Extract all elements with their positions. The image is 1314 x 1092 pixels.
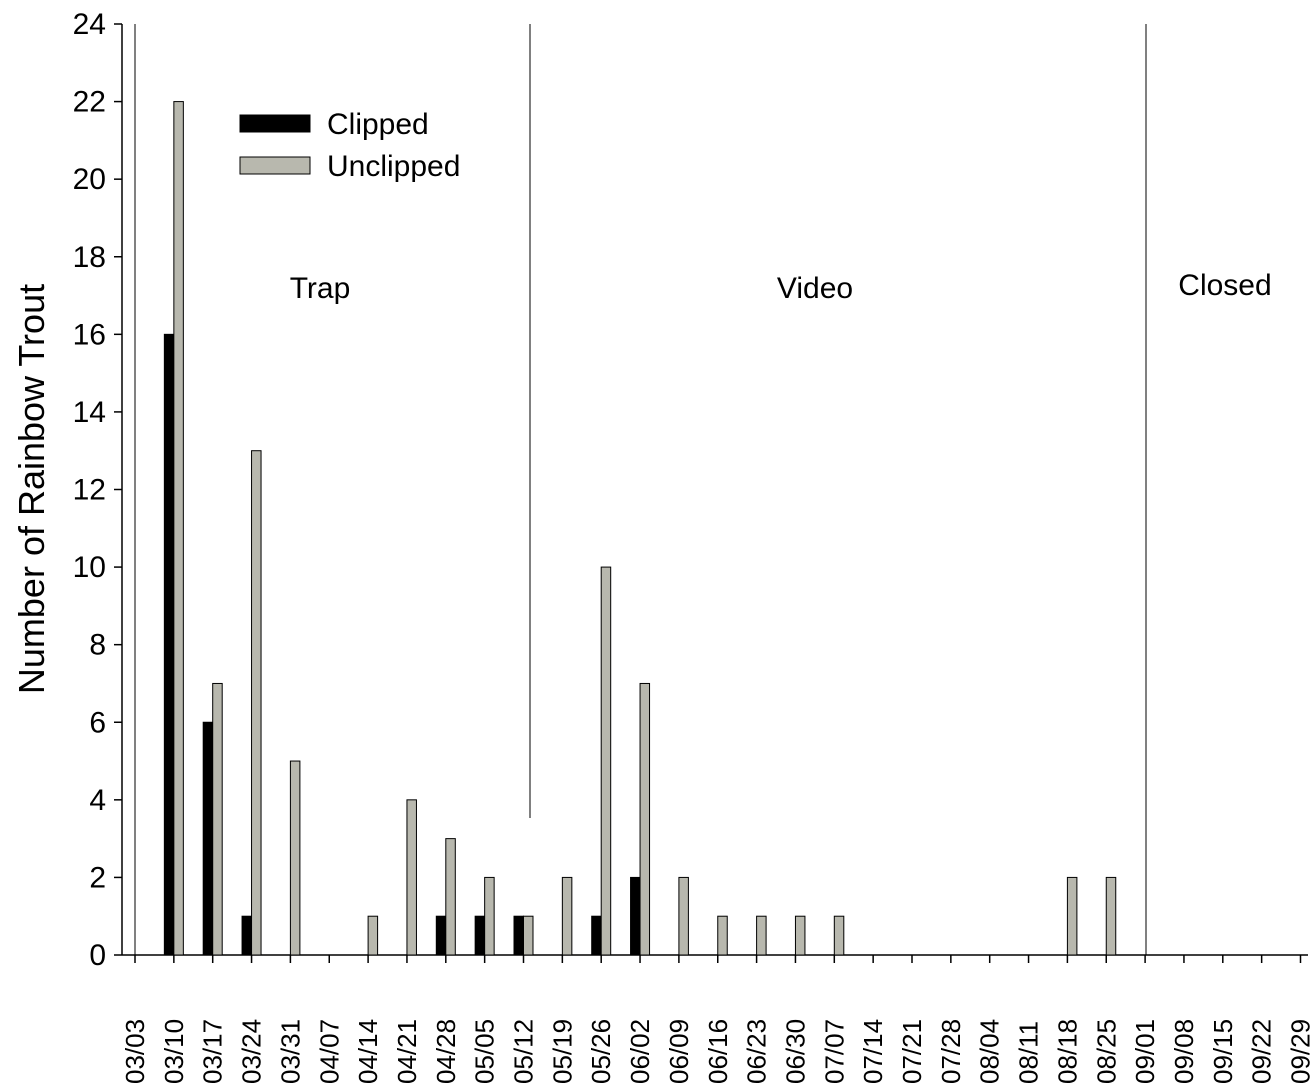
bar-clipped [513,915,524,956]
y-tick-label: 0 [89,939,106,972]
x-tick-label: 08/25 [1091,1019,1121,1084]
x-tick-label: 09/29 [1286,1019,1314,1084]
y-tick-label: 22 [73,86,106,119]
y-tick-label: 20 [73,163,106,196]
x-tick-label: 09/01 [1130,1019,1160,1084]
bar-clipped [591,915,602,956]
legend-label-unclipped: Unclipped [327,150,460,183]
bar-unclipped [251,450,262,956]
bar-clipped [630,876,641,956]
bar-clipped [474,915,486,956]
x-tick-label: 07/28 [936,1019,966,1084]
x-tick-label: 03/10 [159,1019,189,1084]
bar-unclipped [484,876,495,956]
x-tick-label: 09/15 [1208,1019,1238,1084]
y-tick-label: 24 [73,8,106,41]
x-tick-label: 03/17 [198,1019,228,1084]
bar-unclipped [1105,876,1117,956]
y-tick-label: 10 [73,551,106,584]
x-tick-label: 05/05 [470,1019,500,1084]
x-tick-label: 04/14 [353,1019,383,1084]
bar-unclipped [717,915,728,956]
bar-unclipped [600,566,612,956]
region-label-trap: Trap [290,272,351,305]
x-tick-label: 09/22 [1247,1019,1277,1084]
x-tick-label: 06/16 [703,1019,733,1084]
y-tick-label: 2 [89,861,106,894]
x-tick-label: 07/21 [897,1019,927,1084]
x-tick-label: 07/07 [819,1019,849,1084]
y-tick-label: 18 [73,241,106,274]
bar-unclipped [367,915,379,956]
x-tick-label: 06/23 [742,1019,772,1084]
legend-swatch-clipped [239,114,311,133]
bar-clipped [163,333,175,956]
bar-clipped [435,915,447,956]
y-tick-label: 14 [73,396,106,429]
x-tick-label: 09/08 [1169,1019,1199,1084]
legend-label-clipped: Clipped [327,108,429,141]
bar-unclipped [678,876,689,956]
x-tick-label: 06/30 [780,1019,810,1084]
bar-unclipped [523,915,534,956]
x-tick-label: 03/24 [237,1019,267,1084]
x-tick-label: 04/28 [431,1019,461,1084]
region-label-closed: Closed [1178,269,1271,302]
x-tick-label: 06/09 [664,1019,694,1084]
bar-unclipped [289,760,301,956]
x-tick-label: 08/11 [1014,1021,1044,1084]
region-label-video: Video [777,272,853,305]
y-tick-label: 4 [89,784,106,817]
x-tick-label: 04/21 [392,1019,422,1084]
bar-unclipped [794,915,806,956]
bar-unclipped [445,838,456,956]
bar-unclipped [212,682,223,956]
y-tick-label: 8 [89,629,106,662]
x-tick-label: 03/31 [275,1019,305,1084]
bar-unclipped [561,876,573,956]
y-tick-label: 16 [73,318,106,351]
y-tick-label: 6 [89,706,106,739]
bar-unclipped [833,915,845,956]
x-tick-label: 07/14 [858,1019,888,1084]
bar-unclipped [1066,876,1078,956]
x-tick-label: 06/02 [625,1019,655,1084]
y-axis-title: Number of Rainbow Trout [11,284,52,694]
x-tick-label: 05/26 [586,1019,616,1084]
x-tick-label: 05/12 [509,1019,539,1084]
y-tick-label: 12 [73,474,106,507]
bar-unclipped [406,799,417,956]
bar-clipped [202,721,214,956]
x-tick-label: 08/18 [1052,1019,1082,1084]
x-tick-label: 04/07 [314,1019,344,1084]
bar-unclipped [756,915,767,956]
x-tick-label: 05/19 [547,1019,577,1084]
legend-swatch-unclipped [239,156,311,175]
x-tick-label: 03/03 [120,1019,150,1084]
x-tick-label: 08/04 [975,1019,1005,1084]
bar-unclipped [173,101,184,956]
bar-clipped [241,915,253,956]
bar-unclipped [639,682,651,956]
